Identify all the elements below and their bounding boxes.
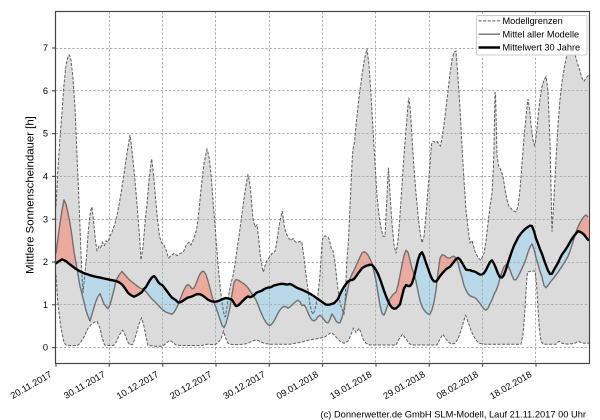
svg-text:Mittel aller Modelle: Mittel aller Modelle — [503, 29, 580, 39]
svg-text:2: 2 — [43, 257, 48, 267]
svg-text:0: 0 — [43, 343, 48, 353]
svg-text:7: 7 — [43, 43, 48, 53]
svg-text:(c) Donnerwetter.de GmbH SLM-M: (c) Donnerwetter.de GmbH SLM-Modell, Lau… — [321, 409, 586, 419]
svg-text:4: 4 — [43, 172, 48, 182]
svg-text:5: 5 — [43, 129, 48, 139]
svg-text:1: 1 — [43, 300, 48, 310]
svg-text:Mittelwert 30 Jahre: Mittelwert 30 Jahre — [503, 43, 581, 53]
svg-text:6: 6 — [43, 86, 48, 96]
svg-text:Mittlere Sonnenscheindauer [h]: Mittlere Sonnenscheindauer [h] — [25, 116, 37, 274]
svg-text:Modellgrenzen: Modellgrenzen — [503, 16, 563, 26]
svg-text:3: 3 — [43, 214, 48, 224]
